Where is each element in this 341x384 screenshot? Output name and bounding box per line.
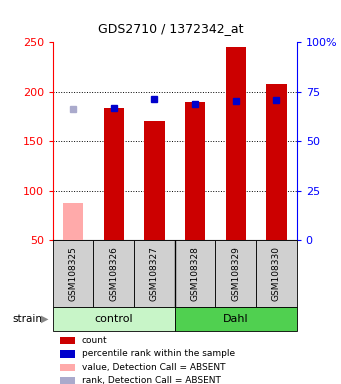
Text: strain: strain xyxy=(12,314,42,324)
Bar xyxy=(175,240,216,307)
Text: GSM108326: GSM108326 xyxy=(109,246,118,301)
Text: value, Detection Call = ABSENT: value, Detection Call = ABSENT xyxy=(82,363,225,372)
Text: GSM108328: GSM108328 xyxy=(191,246,199,301)
Text: Dahl: Dahl xyxy=(223,314,249,324)
Bar xyxy=(93,240,134,307)
Bar xyxy=(104,109,124,240)
Text: GDS2710 / 1372342_at: GDS2710 / 1372342_at xyxy=(98,22,243,35)
Text: ▶: ▶ xyxy=(41,314,48,324)
Bar xyxy=(53,307,175,331)
Text: GSM108327: GSM108327 xyxy=(150,246,159,301)
Bar xyxy=(53,240,93,307)
Bar xyxy=(266,84,286,240)
Text: GSM108325: GSM108325 xyxy=(69,246,78,301)
Bar xyxy=(216,240,256,307)
Bar xyxy=(225,47,246,240)
Bar xyxy=(144,121,165,240)
Text: GSM108330: GSM108330 xyxy=(272,246,281,301)
Bar xyxy=(256,240,297,307)
Bar xyxy=(134,240,175,307)
Text: percentile rank within the sample: percentile rank within the sample xyxy=(82,349,235,359)
Bar xyxy=(175,307,297,331)
Bar xyxy=(63,204,83,240)
Text: rank, Detection Call = ABSENT: rank, Detection Call = ABSENT xyxy=(82,376,221,384)
Text: count: count xyxy=(82,336,107,345)
Bar xyxy=(185,101,205,240)
Text: GSM108329: GSM108329 xyxy=(231,246,240,301)
Text: control: control xyxy=(94,314,133,324)
